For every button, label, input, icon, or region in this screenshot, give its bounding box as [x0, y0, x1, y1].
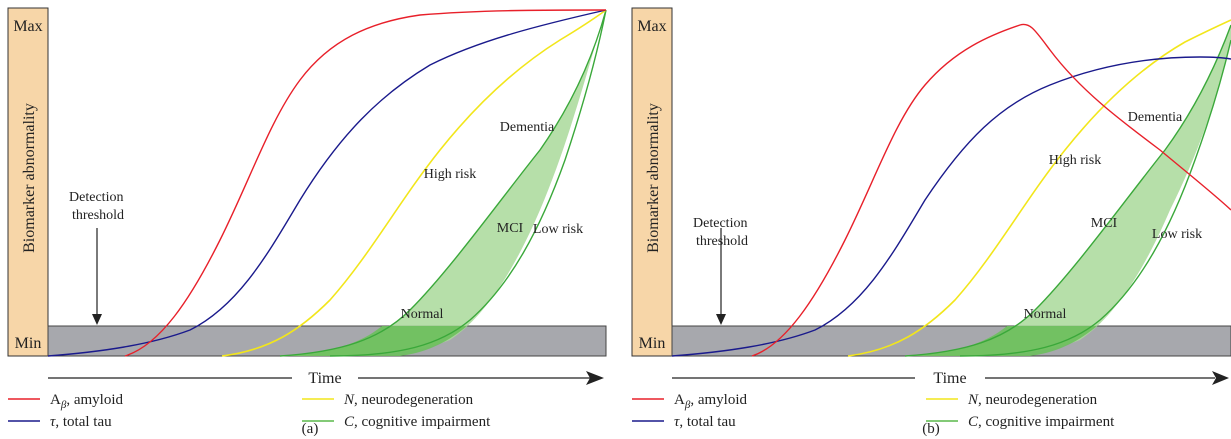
legend-label-amyloid: Aβ, amyloid	[50, 392, 123, 411]
neurodegeneration-curve	[847, 19, 1231, 357]
legend-label-cog: C, cognitive impairment	[968, 414, 1115, 430]
detection-threshold-label: Detection threshold	[693, 216, 751, 249]
cognitive-curve-upper	[279, 9, 607, 357]
legend-label-tau: τ, total tau	[674, 414, 736, 430]
region-label-mci: MCI	[497, 221, 524, 236]
panel-caption: (b)	[922, 421, 940, 437]
y-axis-max-label: Max	[637, 18, 666, 35]
cognitive-region	[280, 10, 606, 356]
cognitive-region-band	[282, 326, 467, 356]
region-label-normal: Normal	[401, 307, 444, 322]
y-axis-bar	[7, 7, 49, 357]
legend: Aβ, amyloid τ, total tau N, neurodegenerat…	[632, 392, 1115, 430]
y-axis-title: Biomarker abnormality	[21, 103, 38, 253]
neurodegeneration-curve	[221, 9, 607, 357]
legend-label-cog: C, cognitive impairment	[344, 414, 491, 430]
time-axis-arrowhead	[1212, 371, 1229, 385]
y-axis-min-label: Min	[639, 335, 666, 352]
legend-label-neuro: N, neurodegeneration	[967, 392, 1098, 408]
amyloid-curve	[124, 9, 607, 357]
cognitive-curve-lower	[329, 9, 607, 357]
region-label-low-risk: Low risk	[533, 222, 583, 237]
region-label-mci: MCI	[1091, 216, 1118, 231]
y-axis-bar	[631, 7, 673, 357]
y-axis-title: Biomarker abnormality	[645, 103, 662, 253]
y-axis-min-label: Min	[15, 335, 42, 352]
time-axis-label: Time	[308, 370, 341, 387]
cognitive-curve-lower	[959, 39, 1231, 357]
legend: Aβ, amyloid τ, total tau N, neurodegenerat…	[8, 392, 491, 430]
detection-threshold-arrowhead	[92, 314, 102, 325]
cognitive-curve-upper	[904, 24, 1231, 357]
panel-a: Max Min Biomarker abnormality Detection …	[7, 7, 607, 437]
detection-threshold-label: Detection threshold	[69, 190, 127, 223]
cognitive-region	[905, 25, 1231, 356]
amyloid-curve	[751, 23, 1231, 357]
time-axis-arrowhead	[586, 371, 604, 385]
y-axis-max-label: Max	[13, 18, 42, 35]
panel-caption: (a)	[302, 421, 319, 437]
legend-label-amyloid: Aβ, amyloid	[674, 392, 747, 411]
cognitive-region-band	[907, 326, 1097, 356]
region-label-low-risk: Low risk	[1152, 227, 1202, 242]
region-label-high-risk: High risk	[1049, 153, 1102, 168]
tau-curve	[47, 9, 607, 357]
region-label-dementia: Dementia	[500, 120, 555, 135]
time-axis-label: Time	[933, 370, 966, 387]
detection-threshold-arrowhead	[716, 314, 726, 325]
region-label-normal: Normal	[1024, 307, 1067, 322]
legend-label-neuro: N, neurodegeneration	[343, 392, 474, 408]
region-label-high-risk: High risk	[424, 167, 477, 182]
legend-label-tau: τ, total tau	[50, 414, 112, 430]
region-label-dementia: Dementia	[1128, 110, 1183, 125]
panel-b: Max Min Biomarker abnormality Detection …	[631, 7, 1231, 437]
tau-curve	[671, 56, 1231, 357]
